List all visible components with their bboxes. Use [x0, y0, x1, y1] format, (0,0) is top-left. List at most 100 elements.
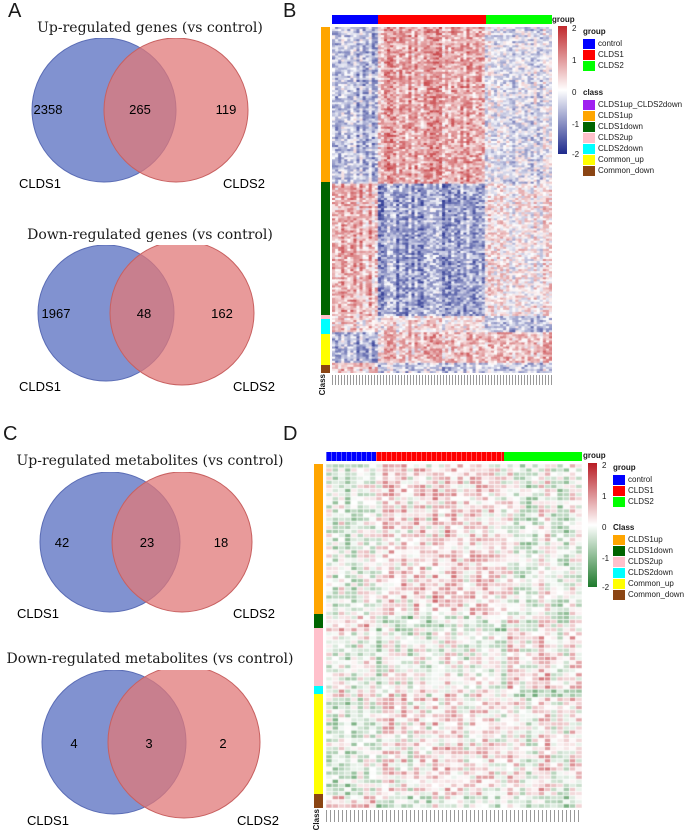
legend-item: CLDS1 — [613, 485, 693, 496]
heatmap-b-panel: group Class 2 1 0 -1 -2 group control CL… — [318, 10, 694, 405]
legend-label: Common_down — [628, 590, 685, 599]
legend-label: CLDS2 — [628, 497, 654, 506]
venn-right-circle — [111, 472, 253, 613]
color-scale-bar — [588, 463, 597, 587]
venn-overlap-count: 23 — [140, 535, 154, 550]
legend-title: group — [613, 463, 636, 472]
scale-tick: 2 — [572, 24, 577, 33]
legend-item: Common_up — [613, 578, 693, 589]
legend-item: Common_down — [583, 165, 691, 176]
legend-swatch — [583, 38, 595, 49]
class-bar-clds2up — [314, 628, 323, 686]
heatmap-b-class-label: Class — [318, 374, 327, 396]
venn-overlap-count: 48 — [137, 306, 151, 321]
legend-swatch — [583, 165, 595, 176]
legend-label: Common_up — [598, 155, 644, 164]
heatmap-d-matrix — [326, 464, 582, 808]
legend-item: CLDS1down — [583, 121, 691, 132]
venn-left-label: CLDS1 — [17, 606, 59, 621]
heatmap-d-class-bar — [314, 464, 323, 808]
class-bar-clds1up — [314, 464, 323, 614]
legend-label: CLDS2down — [598, 144, 643, 153]
venn-diagram-down-genes: 1967 48 162 CLDS1 CLDS2 — [19, 245, 275, 394]
class-bar-common-down — [314, 794, 323, 808]
venn-left-label: CLDS1 — [19, 176, 61, 191]
venn-left-count: 42 — [55, 535, 69, 550]
legend-label: CLDS1down — [628, 546, 673, 555]
class-bar-common-down — [321, 365, 330, 373]
heatmap-b-group-label: group — [552, 15, 575, 24]
heatmap-d-panel: group Class 2 1 0 -1 -2 group control CL… — [310, 445, 694, 833]
legend-item: CLDS1 — [583, 49, 691, 60]
panel-letter-a: A — [8, 0, 22, 22]
legend-swatch — [613, 556, 625, 567]
legend-swatch — [583, 60, 595, 71]
legend-swatch — [613, 545, 625, 556]
scale-tick: -1 — [572, 120, 580, 129]
heatmap-d-group-legend: group control CLDS1 CLDS2 — [613, 463, 693, 507]
heatmap-b-group-legend: group control CLDS1 CLDS2 — [583, 27, 691, 71]
legend-swatch — [583, 121, 595, 132]
legend-item: Common_up — [583, 154, 691, 165]
legend-label: CLDS2 — [598, 61, 624, 70]
group-bar-clds2 — [504, 452, 582, 461]
class-bar-clds1down — [321, 182, 330, 315]
venn-title-up-genes: Up-regulated genes (vs control) — [37, 20, 263, 36]
venn-column: Up-regulated genes (vs control) 2358 265… — [0, 0, 300, 833]
legend-item: CLDS1up — [583, 110, 691, 121]
class-bar-common-up — [321, 334, 330, 365]
legend-swatch — [583, 143, 595, 154]
legend-label: CLDS2up — [598, 133, 633, 142]
scale-tick: 1 — [602, 492, 607, 501]
heatmap-d-group-label: group — [583, 451, 606, 460]
venn-right-count: 18 — [214, 535, 228, 550]
scale-tick: 1 — [572, 56, 577, 65]
legend-title: class — [583, 88, 604, 97]
venn-title-down-metabolites: Down-regulated metabolites (vs control) — [6, 651, 294, 667]
scale-tick: 0 — [602, 523, 607, 532]
legend-label: control — [598, 39, 623, 48]
legend-label: Common_down — [598, 166, 655, 175]
legend-swatch — [583, 110, 595, 121]
class-bar-common-up — [314, 694, 323, 794]
legend-label: CLDS1 — [628, 486, 654, 495]
group-bar-clds2 — [486, 15, 552, 24]
legend-swatch — [613, 474, 625, 485]
venn-right-label: CLDS2 — [233, 606, 275, 621]
scale-tick: 0 — [572, 88, 577, 97]
legend-swatch — [583, 99, 595, 110]
venn-right-count: 162 — [211, 306, 233, 321]
venn-diagram-up-genes: 2358 265 119 CLDS1 CLDS2 — [19, 38, 265, 191]
heatmap-d-column-labels — [326, 810, 582, 822]
legend-swatch — [613, 534, 625, 545]
venn-overlap-count: 3 — [145, 736, 152, 751]
venn-overlap-count: 265 — [129, 102, 151, 117]
venn-right-count: 119 — [216, 102, 237, 117]
legend-label: control — [628, 475, 653, 484]
panel-letter-d: D — [283, 423, 298, 445]
legend-item: CLDS2 — [583, 60, 691, 71]
heatmap-d-class-label: Class — [312, 809, 321, 831]
venn-right-circle — [109, 245, 255, 386]
legend-item: CLDS1up_CLDS2down — [583, 99, 691, 110]
color-scale-bar — [558, 26, 567, 154]
class-bar-clds2up — [321, 315, 330, 319]
venn-right-label: CLDS2 — [237, 813, 279, 828]
heatmap-b-column-labels — [332, 375, 552, 385]
venn-diagram-up-metabolites: 42 23 18 CLDS1 CLDS2 — [17, 472, 275, 621]
venn-right-circle — [103, 38, 249, 183]
heatmap-d-color-scale: 2 1 0 -1 -2 — [588, 461, 618, 593]
legend-item: CLDS2 — [613, 496, 693, 507]
venn-left-count: 1967 — [42, 306, 71, 321]
heatmap-b-class-bar — [321, 27, 330, 373]
heatmap-b-matrix — [332, 27, 552, 373]
legend-swatch — [613, 567, 625, 578]
group-bar-control — [326, 452, 376, 461]
heatmap-d-group-bar — [326, 452, 582, 461]
venn-left-count: 4 — [70, 736, 77, 751]
venn-right-label: CLDS2 — [233, 379, 275, 394]
scale-tick: -2 — [572, 150, 580, 159]
scale-tick: -2 — [602, 583, 610, 592]
legend-item: CLDS2up — [613, 556, 693, 567]
group-bar-clds1 — [378, 15, 486, 24]
